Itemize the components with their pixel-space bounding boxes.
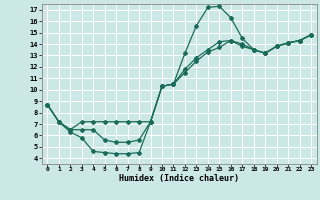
X-axis label: Humidex (Indice chaleur): Humidex (Indice chaleur) xyxy=(119,174,239,183)
